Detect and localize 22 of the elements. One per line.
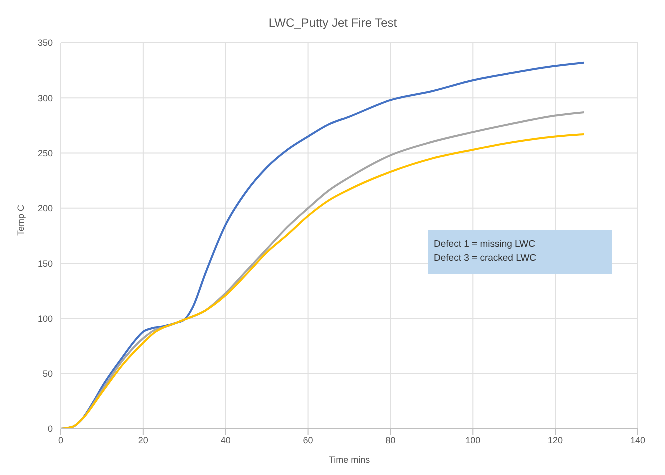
y-tick-label: 50 — [42, 369, 53, 380]
y-tick-label: 350 — [38, 38, 53, 48]
x-tick-label: 60 — [303, 435, 314, 446]
y-axis-title: Temp C — [16, 204, 26, 236]
x-tick-label: 100 — [466, 435, 481, 446]
annotation: Defect 1 = missing LWC — [434, 238, 536, 252]
y-tick-label: 300 — [38, 93, 53, 104]
annotation: Defect 3 = cracked LWC — [434, 252, 538, 266]
note-box: Defect 1 = missing LWC Defect 3 = cracked LWC — [428, 230, 612, 274]
x-tick-label: 20 — [138, 435, 148, 446]
x-tick-label: 40 — [220, 435, 231, 446]
x-tick-label: 80 — [386, 435, 396, 446]
y-tick-label: 0 — [48, 424, 53, 434]
x-tick-label: 120 — [548, 435, 564, 446]
y-tick-label: 100 — [38, 314, 53, 324]
x-tick-label: 0 — [58, 435, 64, 446]
x-tick-label: 140 — [630, 435, 646, 446]
y-tick-label: 250 — [38, 148, 53, 158]
x-axis-title: Time mins — [328, 455, 371, 465]
y-tick-label: 150 — [38, 258, 53, 269]
y-tick-label: 200 — [38, 204, 53, 214]
chart-title: LWC_Putty Jet Fire Test — [268, 15, 398, 32]
